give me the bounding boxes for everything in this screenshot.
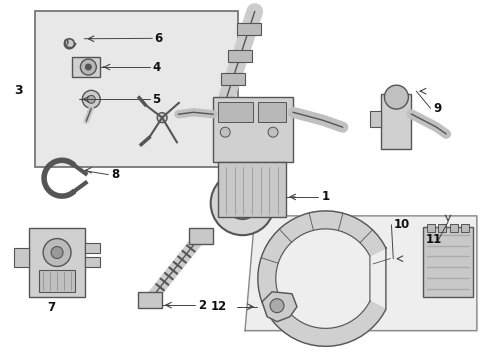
Circle shape — [220, 127, 230, 137]
Bar — [14, 248, 29, 267]
Text: 7: 7 — [47, 301, 55, 314]
Bar — [138, 292, 162, 308]
Bar — [35, 12, 238, 167]
Circle shape — [237, 197, 248, 209]
Bar — [218, 162, 286, 217]
Bar — [258, 102, 286, 122]
Text: 12: 12 — [210, 300, 226, 313]
Circle shape — [211, 171, 274, 235]
Text: 2: 2 — [197, 298, 206, 312]
Bar — [228, 50, 252, 62]
Bar — [39, 270, 75, 292]
Text: 11: 11 — [426, 233, 442, 246]
Circle shape — [80, 59, 97, 75]
Bar — [369, 111, 382, 127]
Circle shape — [87, 95, 95, 103]
Bar — [461, 224, 469, 232]
Bar — [218, 102, 253, 122]
Bar — [221, 73, 245, 85]
Bar — [450, 224, 458, 232]
Circle shape — [43, 239, 71, 266]
Bar — [29, 228, 85, 297]
Bar — [423, 227, 473, 297]
Bar — [189, 228, 213, 244]
Bar — [427, 224, 435, 232]
Bar — [85, 243, 100, 252]
Text: 5: 5 — [152, 93, 161, 106]
Circle shape — [385, 85, 408, 109]
Circle shape — [157, 113, 167, 123]
Circle shape — [270, 299, 284, 313]
Text: 10: 10 — [394, 218, 410, 231]
Bar — [213, 97, 293, 162]
Bar — [439, 224, 446, 232]
Polygon shape — [258, 211, 386, 346]
Bar — [237, 23, 261, 35]
Circle shape — [82, 90, 100, 108]
Polygon shape — [245, 216, 477, 330]
Text: 3: 3 — [15, 84, 23, 97]
Polygon shape — [262, 292, 297, 321]
Bar — [73, 57, 100, 77]
Circle shape — [51, 247, 63, 258]
Text: 9: 9 — [433, 102, 441, 115]
Bar — [382, 94, 412, 149]
Circle shape — [85, 64, 91, 70]
Circle shape — [268, 127, 278, 137]
Text: 6: 6 — [155, 32, 163, 45]
Text: 4: 4 — [152, 60, 161, 73]
Text: 1: 1 — [322, 190, 330, 203]
Text: 8: 8 — [111, 168, 119, 181]
Circle shape — [64, 39, 74, 49]
Circle shape — [226, 187, 259, 219]
Bar — [85, 257, 100, 267]
